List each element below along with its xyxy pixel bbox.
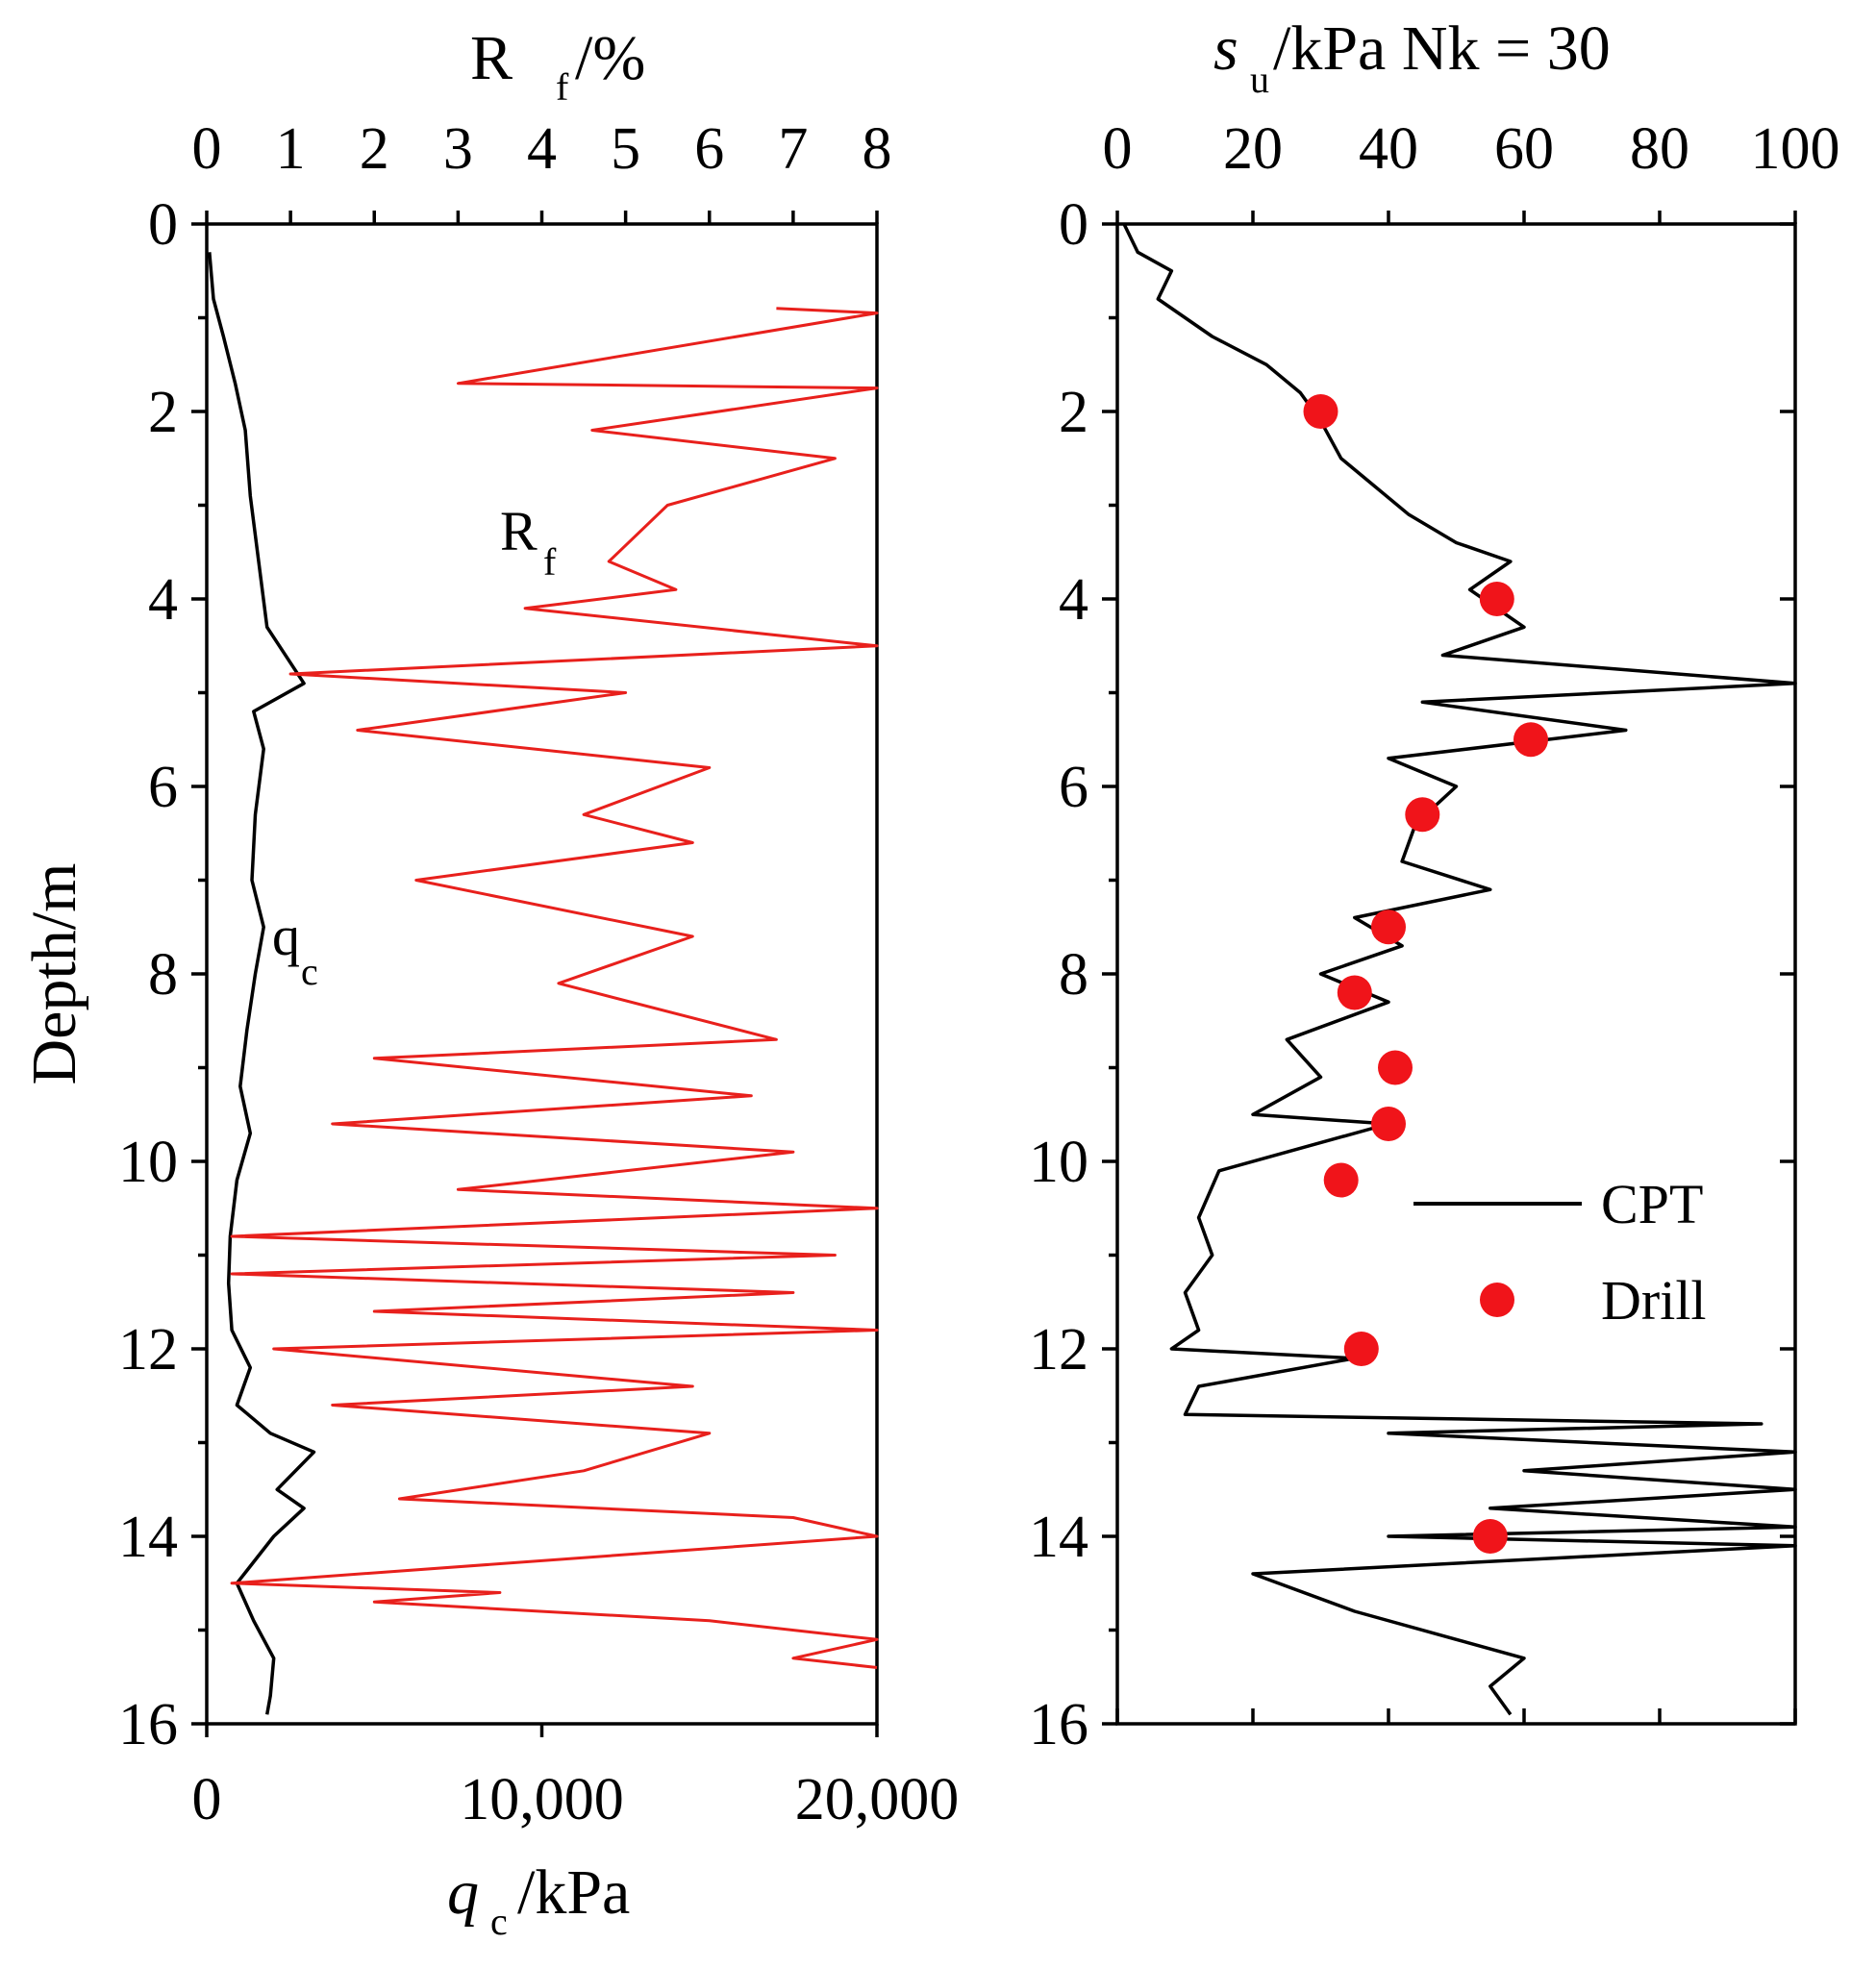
rf-axis-label: R [470,23,513,93]
left-ytick-label: 6 [148,755,178,820]
left-ytick-label: 10 [118,1130,178,1195]
su-axis-label-rest: /kPa Nk = 30 [1273,13,1611,84]
rf-tick-label: 7 [778,116,808,182]
series-qc-line [208,252,316,1715]
drill-point [1371,1107,1406,1141]
legend-drill-swatch [1480,1283,1514,1317]
legend-cpt-label: CPT [1601,1173,1703,1235]
su-tick-label: 0 [1103,116,1133,182]
right-ytick-label: 8 [1059,942,1088,1008]
rf-curve-label: R [500,500,538,562]
su-tick-label: 100 [1751,116,1840,182]
right-plot-frame [1115,222,1797,1726]
right-ytick-label: 0 [1059,192,1088,258]
drill-point [1337,975,1372,1010]
left-ytick-label: 12 [118,1317,178,1383]
right-ytick-label: 10 [1029,1130,1088,1195]
qc-axis-label-rest: /kPa [517,1857,630,1928]
drill-point [1472,1519,1508,1554]
rf-tick-label: 6 [694,116,724,182]
left-ytick-label: 0 [148,192,178,258]
drill-point [1513,722,1548,758]
rf-tick-label: 8 [863,116,892,182]
legend-drill-label: Drill [1601,1269,1707,1332]
left-ytick-label: 14 [118,1505,178,1570]
rf-tick-label: 0 [192,116,222,182]
su-tick-label: 80 [1630,116,1689,182]
right-ytick-label: 14 [1029,1505,1088,1570]
left-ytick-label: 2 [148,380,178,445]
qc-axis-label-sub: c [490,1900,508,1943]
left-plot-area [208,252,879,1715]
right-ytick-label: 12 [1029,1317,1088,1383]
rf-tick-label: 1 [276,116,306,182]
drill-point [1303,394,1338,429]
drill-point [1378,1050,1413,1085]
right-ytick-label: 4 [1059,567,1088,633]
rf-tick-label: 2 [360,116,389,182]
drill-point [1323,1162,1359,1198]
su-axis-label-sub: u [1250,58,1269,101]
qc-tick-label: 20,000 [795,1767,960,1832]
su-tick-label: 40 [1359,116,1418,182]
left-ytick-label: 4 [148,567,178,633]
depth-axis-label: Depth/m [19,863,89,1085]
drill-point [1343,1332,1379,1366]
su-axis-label: s [1213,13,1238,84]
rf-tick-label: 4 [527,116,557,182]
drill-point [1405,797,1440,833]
right-ticks: 0 2 4 6 8 10 12 14 16 0 20 40 60 80 100 [1029,116,1840,1757]
qc-tick-label: 0 [192,1767,222,1832]
qc-curve-label-sub: c [301,950,318,993]
su-tick-label: 20 [1223,116,1283,182]
drill-point [1479,582,1514,616]
rf-tick-label: 5 [611,116,640,182]
rf-axis-label-rest: /% [575,23,645,93]
left-ytick-label: 8 [148,942,178,1008]
right-ytick-label: 2 [1059,380,1088,445]
right-plot-area [1122,223,1797,1716]
right-ytick-label: 16 [1029,1692,1088,1757]
right-panel: 0 2 4 6 8 10 12 14 16 0 20 40 60 80 100 s u /kPa Nk = … [1029,13,1840,1757]
drill-point [1371,909,1406,945]
rf-tick-label: 3 [443,116,473,182]
su-tick-label: 60 [1494,116,1554,182]
series-rf-line [230,307,879,1669]
qc-curve-label: q [272,905,300,967]
qc-axis-label: q [447,1857,479,1928]
qc-tick-label: 10,000 [460,1767,624,1832]
left-ytick-label: 16 [118,1692,178,1757]
rf-axis-label-sub: f [556,65,569,109]
legend: CPT Drill [1413,1173,1707,1332]
series-cpt-line [1122,223,1797,1716]
right-ytick-label: 6 [1059,755,1088,820]
rf-curve-label-sub: f [543,540,557,584]
